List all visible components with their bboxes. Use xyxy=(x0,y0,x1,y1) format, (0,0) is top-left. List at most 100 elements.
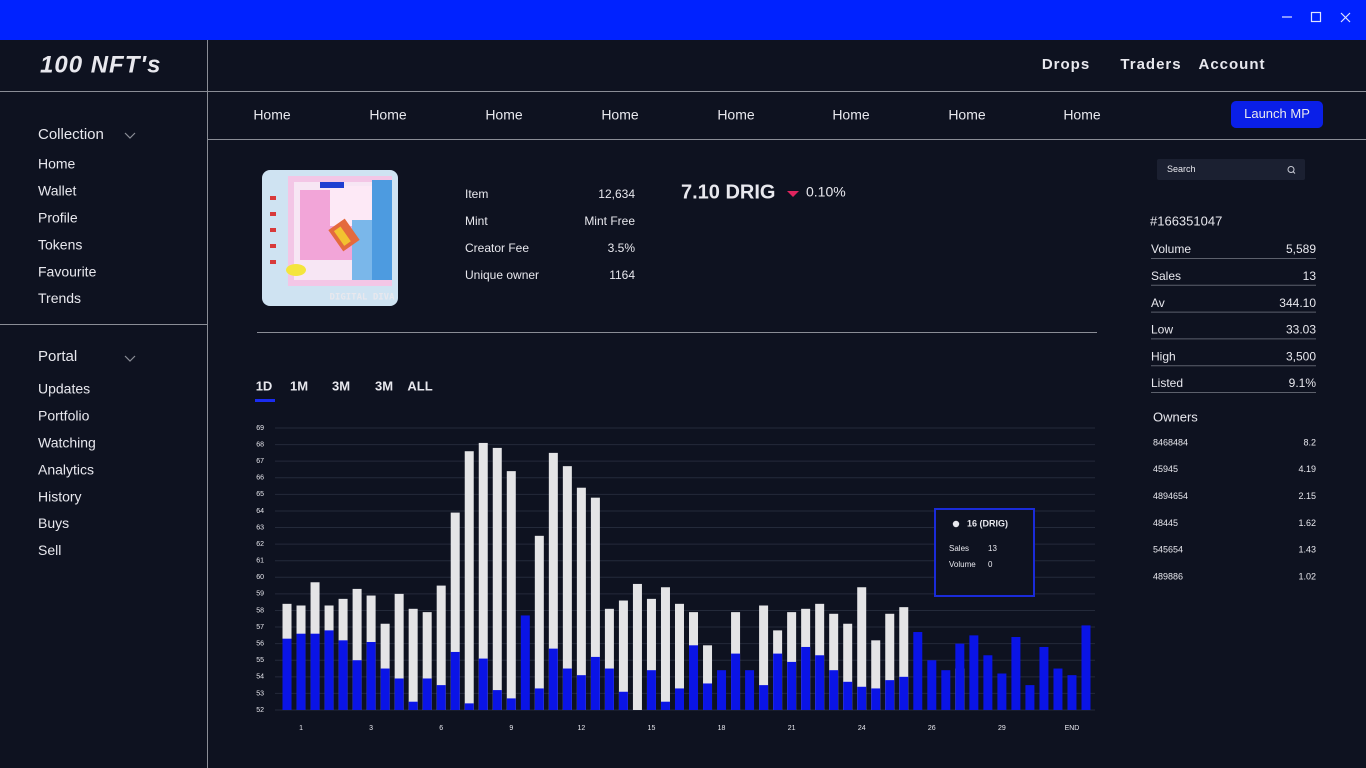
sidebar-item[interactable]: Updates xyxy=(38,381,90,397)
search-icon[interactable] xyxy=(1287,166,1295,173)
bar xyxy=(520,615,530,710)
x-tick-label: 18 xyxy=(718,725,726,732)
owner-id: 545654 xyxy=(1153,545,1183,555)
token-stat-value: 5,589 xyxy=(1286,242,1316,256)
bar xyxy=(689,645,699,710)
owner-id: 4894654 xyxy=(1153,491,1188,501)
owner-id: 48445 xyxy=(1153,518,1178,528)
bar xyxy=(366,641,376,710)
nft-stat-value: 1164 xyxy=(609,268,635,282)
search-box[interactable] xyxy=(1157,159,1305,180)
bar xyxy=(632,583,642,710)
bar xyxy=(450,651,460,710)
bar xyxy=(969,635,979,710)
sub-nav-link[interactable]: Home xyxy=(485,107,523,123)
sub-nav-link[interactable]: Home xyxy=(1063,107,1101,123)
bar xyxy=(674,688,684,710)
sub-nav-link[interactable]: Home xyxy=(948,107,986,123)
bar xyxy=(815,655,825,710)
token-stat-value: 13 xyxy=(1303,269,1317,283)
bar xyxy=(717,670,727,710)
close-button[interactable] xyxy=(1340,12,1351,23)
bar xyxy=(548,648,558,710)
chart-range-tab[interactable]: 1D xyxy=(256,378,273,393)
bar xyxy=(548,452,558,710)
x-tick-label: 26 xyxy=(928,725,936,732)
bar xyxy=(282,638,292,710)
maximize-button[interactable] xyxy=(1310,11,1322,23)
owner-share: 2.15 xyxy=(1298,491,1316,501)
nft-image-caption: DIGITAL DIVA xyxy=(329,293,395,303)
launch-button[interactable] xyxy=(1231,101,1323,128)
token-stat-value: 3,500 xyxy=(1286,349,1316,363)
sidebar-item[interactable]: Watching xyxy=(38,435,96,451)
bar xyxy=(843,623,853,710)
sidebar-item[interactable]: History xyxy=(38,488,82,504)
token-stat-label: Low xyxy=(1151,323,1173,337)
bar xyxy=(464,703,474,710)
top-nav-link[interactable]: Account xyxy=(1199,56,1266,73)
tooltip-dot xyxy=(952,520,960,528)
chart-range-tab[interactable]: 1M xyxy=(290,378,308,393)
collection-chevron[interactable] xyxy=(124,132,136,139)
sidebar-item[interactable]: Trends xyxy=(38,290,81,306)
sub-nav-link[interactable]: Home xyxy=(717,107,755,123)
bar xyxy=(1039,646,1049,710)
sidebar-item[interactable]: Profile xyxy=(38,210,78,226)
token-stat-label: Volume xyxy=(1151,242,1191,256)
sub-nav-link[interactable]: Home xyxy=(369,107,407,123)
token-stat-label: Listed xyxy=(1151,376,1183,390)
y-tick-label: 54 xyxy=(256,674,264,681)
bar xyxy=(296,633,306,710)
bar xyxy=(422,612,432,710)
title-bar xyxy=(0,0,1366,40)
sidebar-item[interactable]: Tokens xyxy=(38,236,82,252)
nft-price: 7.10 DRIG xyxy=(681,181,775,203)
chart-range-tab[interactable]: ALL xyxy=(407,378,432,393)
sub-nav-link[interactable]: Home xyxy=(601,107,639,123)
down-arrow-icon xyxy=(787,191,799,197)
owner-id: 489886 xyxy=(1153,571,1183,581)
top-nav-link[interactable]: Drops xyxy=(1042,56,1090,73)
y-tick-label: 61 xyxy=(256,558,264,565)
bar xyxy=(352,588,362,710)
bar xyxy=(380,668,390,710)
top-nav-link[interactable]: Traders xyxy=(1120,56,1181,73)
sidebar-item[interactable]: Favourite xyxy=(38,263,97,279)
bar xyxy=(506,698,516,710)
tooltip-box xyxy=(934,508,1035,597)
sidebar-item[interactable]: Home xyxy=(38,156,76,172)
sidebar-section-title[interactable]: Collection xyxy=(38,126,104,143)
chart-tooltip: 16 (DRIG) Sales 13 Volume 0 xyxy=(934,508,1035,597)
bar xyxy=(857,587,867,710)
sub-nav-link[interactable]: Home xyxy=(253,107,291,123)
bar xyxy=(590,497,600,710)
portal-chevron[interactable] xyxy=(124,355,136,362)
chart-range-tab[interactable]: 3M xyxy=(332,378,350,393)
y-tick-label: 56 xyxy=(256,640,264,647)
token-id: #166351047 xyxy=(1150,213,1222,228)
owner-share: 1.43 xyxy=(1298,545,1316,555)
bar xyxy=(1011,637,1021,710)
y-tick-label: 53 xyxy=(256,690,264,697)
sidebar-item[interactable]: Wallet xyxy=(38,183,76,199)
bar xyxy=(478,658,488,710)
bar xyxy=(703,645,713,710)
bar xyxy=(745,670,755,710)
sidebar-item[interactable]: Portfolio xyxy=(38,408,90,424)
chart-range-tab[interactable]: 3M xyxy=(375,378,393,393)
bar xyxy=(899,676,909,710)
sidebar-item[interactable]: Buys xyxy=(38,515,69,531)
sidebar-section-title[interactable]: Portal xyxy=(38,348,77,365)
sidebar-item[interactable]: Sell xyxy=(38,542,61,558)
logo[interactable]: 100 NFT's xyxy=(40,51,161,78)
y-tick-label: 57 xyxy=(256,624,264,631)
bar xyxy=(829,613,839,710)
tooltip-value: 0 xyxy=(988,560,993,569)
sidebar-item[interactable]: Analytics xyxy=(38,461,94,477)
tooltip-label: Sales xyxy=(949,544,969,553)
nft-image[interactable] xyxy=(262,170,398,306)
x-tick-label: 24 xyxy=(858,725,866,732)
bar xyxy=(1053,668,1063,710)
sub-nav-link[interactable]: Home xyxy=(832,107,870,123)
